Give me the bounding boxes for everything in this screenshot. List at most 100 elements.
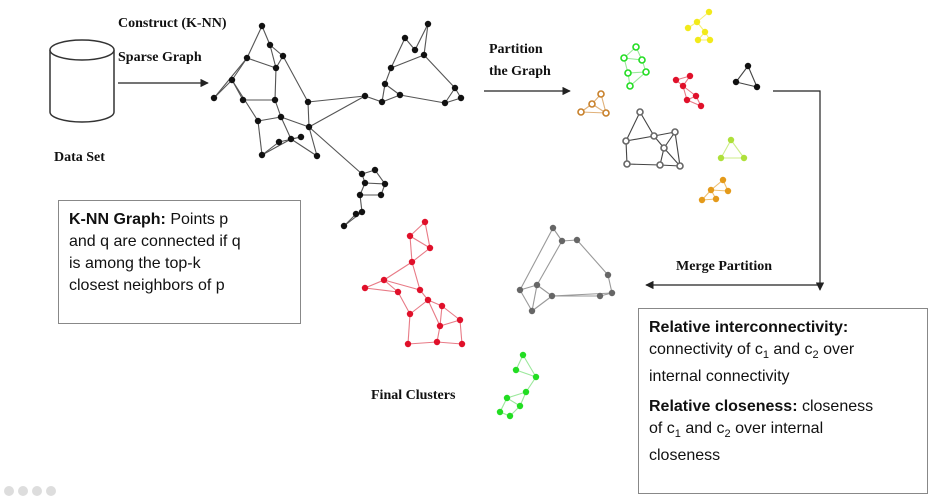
- graph-node: [271, 96, 279, 104]
- graph-node: [458, 340, 466, 348]
- knn-box-line1: Points p: [170, 211, 229, 228]
- graph-node: [358, 170, 366, 178]
- graph-edge: [409, 221, 426, 237]
- graph-edge: [409, 299, 429, 315]
- graph-node: [577, 108, 585, 116]
- final-cluster-green: [496, 351, 540, 420]
- graph-edge: [436, 341, 463, 345]
- graph-edge: [576, 239, 609, 276]
- graph-edge: [257, 120, 263, 156]
- closeness-text-d: over internal: [730, 420, 824, 438]
- graph-edge: [720, 139, 732, 159]
- graph-node: [352, 210, 360, 218]
- graph-node: [528, 307, 536, 315]
- graph-node: [532, 373, 540, 381]
- graph-edge: [439, 305, 443, 327]
- graph-node: [707, 186, 715, 194]
- graph-node: [753, 83, 761, 91]
- graph-edge: [663, 147, 681, 167]
- graph-edge: [735, 81, 758, 88]
- graph-node: [438, 302, 446, 310]
- graph-node: [588, 100, 596, 108]
- graph-node: [377, 191, 385, 199]
- graph-node: [361, 284, 369, 292]
- interconnectivity-title: Relative interconnectivity:: [649, 319, 849, 336]
- graph-node: [297, 133, 305, 141]
- graph-edge: [625, 135, 655, 142]
- graph-node: [740, 154, 748, 162]
- graph-node: [522, 388, 530, 396]
- graph-edge: [411, 247, 431, 263]
- graph-node: [701, 28, 709, 36]
- graph-node: [705, 8, 713, 16]
- graph-node: [496, 408, 504, 416]
- graph-node: [411, 46, 419, 54]
- sparse-graph-label: Sparse Graph: [118, 50, 202, 65]
- partitioned-subgraphs: [577, 8, 761, 204]
- graph-edge: [282, 55, 309, 103]
- graph-node: [420, 51, 428, 59]
- partition-orange: [698, 176, 732, 204]
- graph-edge: [308, 126, 318, 157]
- graph-node: [361, 179, 369, 187]
- partition-green: [620, 43, 650, 90]
- graph-node: [636, 108, 644, 116]
- graph-node: [573, 236, 581, 244]
- construct-label: Construct (K-NN): [118, 16, 227, 31]
- graph-edge: [308, 95, 366, 128]
- graph-node: [549, 224, 557, 232]
- interconnectivity-text-b: and c: [768, 341, 813, 358]
- graph-edge: [409, 235, 431, 249]
- partition-gray: [622, 108, 684, 170]
- graph-edge: [439, 319, 461, 327]
- graph-node: [394, 288, 402, 296]
- graph-edge: [515, 369, 537, 378]
- graph-node: [516, 402, 524, 410]
- data-set-label: Data Set: [54, 150, 105, 165]
- graph-edge: [427, 299, 441, 327]
- knn-graph-definition-box: K-NN Graph: Points p and q are connected…: [58, 200, 301, 324]
- graph-node: [416, 286, 424, 294]
- graph-edge: [625, 140, 628, 165]
- graph-edge: [519, 227, 554, 291]
- graph-node: [277, 113, 285, 121]
- graph-edge: [274, 67, 277, 101]
- player-controls: [4, 486, 56, 496]
- graph-node: [210, 94, 218, 102]
- graph-node: [693, 18, 701, 26]
- final-clusters-graph: [361, 218, 616, 420]
- graph-node: [697, 102, 705, 110]
- closeness-title: Relative closeness:: [649, 398, 798, 416]
- graph-node: [732, 78, 740, 86]
- final-cluster-gray: [516, 224, 616, 315]
- graph-node: [558, 237, 566, 245]
- graph-edge: [459, 319, 463, 345]
- control-dot-icon[interactable]: [32, 486, 42, 496]
- graph-node: [672, 76, 680, 84]
- graph-node: [421, 218, 429, 226]
- control-dot-icon[interactable]: [4, 486, 14, 496]
- graph-node: [279, 52, 287, 60]
- graph-node: [724, 187, 732, 195]
- graph-edge: [580, 111, 607, 114]
- graph-node: [313, 152, 321, 160]
- graph-node: [694, 36, 702, 44]
- graph-edge: [409, 235, 413, 263]
- graph-edge: [626, 163, 661, 166]
- control-dot-icon[interactable]: [46, 486, 56, 496]
- control-dot-icon[interactable]: [18, 486, 28, 496]
- graph-node: [404, 340, 412, 348]
- graph-edge: [424, 221, 431, 249]
- graph-edge: [261, 138, 292, 156]
- graph-edge: [411, 261, 421, 291]
- interconnectivity-sub1: 1: [762, 349, 769, 362]
- graph-node: [441, 99, 449, 107]
- graph-node: [604, 271, 612, 279]
- graph-edge: [383, 279, 421, 291]
- graph-node: [660, 144, 668, 152]
- knn-graph-network: [210, 20, 465, 230]
- graph-edge: [280, 116, 310, 128]
- graph-node: [692, 92, 700, 100]
- graph-node: [451, 84, 459, 92]
